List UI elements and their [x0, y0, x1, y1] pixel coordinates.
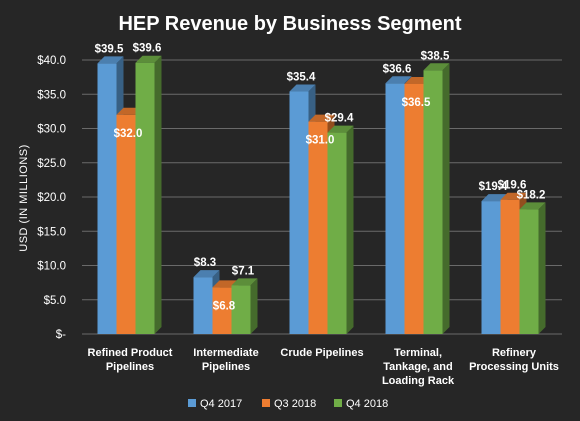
x-category-label: Pipelines	[106, 361, 154, 373]
y-tick-label: $35.0	[37, 89, 66, 101]
data-label: $19.6	[498, 180, 527, 192]
data-label: $6.8	[213, 300, 236, 312]
x-category-label: Crude Pipelines	[280, 347, 363, 359]
bar-q4-2018	[135, 55, 162, 335]
legend-swatch	[262, 399, 270, 407]
y-tick-label: $-	[56, 329, 66, 341]
data-label: $32.0	[114, 128, 143, 140]
bar-top	[519, 202, 546, 210]
bar-top	[423, 63, 450, 71]
data-label: $29.4	[325, 113, 354, 125]
bar-top	[289, 84, 316, 92]
x-category-label: Intermediate	[193, 347, 258, 359]
x-category-label: Refined Product	[88, 347, 173, 359]
x-axis-categories: Refined Product Pipelines Intermediate Pipe…	[88, 347, 559, 387]
x-category-label: Tankage, and	[383, 361, 452, 373]
y-tick-label: $20.0	[37, 192, 66, 204]
bar-front	[500, 199, 520, 334]
bar-front	[116, 114, 136, 334]
bar-q4-2018	[519, 202, 546, 334]
legend-swatch	[188, 399, 196, 407]
bar-front	[212, 287, 232, 334]
legend-label: Q3 2018	[274, 398, 316, 410]
data-label: $39.6	[133, 43, 162, 55]
data-label: $38.5	[421, 50, 450, 62]
data-label: $36.5	[402, 97, 431, 109]
data-label: $8.3	[194, 257, 216, 269]
bars	[97, 55, 546, 335]
data-label: $31.0	[306, 135, 335, 147]
bar-front	[231, 285, 251, 334]
bar-side	[346, 125, 354, 334]
bar-top	[385, 76, 412, 84]
data-label: $36.6	[383, 63, 412, 75]
bar-front	[423, 70, 443, 335]
y-tick-label: $10.0	[37, 261, 66, 273]
bar-q4-2018	[231, 278, 258, 334]
bar-top	[500, 192, 527, 200]
legend: Q4 2017 Q3 2018 Q4 2018	[188, 398, 388, 410]
bar-q4-2018	[423, 63, 450, 335]
y-tick-label: $25.0	[37, 158, 66, 170]
bar-front	[135, 62, 155, 335]
data-label: $35.4	[287, 72, 316, 84]
y-tick-label: $15.0	[37, 226, 66, 238]
bar-front	[97, 63, 117, 335]
bar-front	[385, 83, 405, 334]
data-label: $39.5	[95, 43, 124, 55]
bar-side	[442, 63, 450, 335]
y-axis-label: USD (IN MILLIONS)	[18, 144, 30, 252]
y-tick-label: $40.0	[37, 55, 66, 67]
legend-item: Q3 2018	[262, 398, 316, 410]
data-label: $19.4	[479, 181, 508, 193]
bar-q4-2018	[327, 125, 354, 334]
legend-item: Q4 2017	[188, 398, 242, 410]
legend-swatch	[334, 399, 342, 407]
bar-front	[289, 91, 309, 334]
legend-label: Q4 2017	[200, 398, 242, 410]
x-category-label: Pipelines	[202, 361, 250, 373]
data-label: $7.1	[232, 265, 255, 277]
bar-top	[135, 55, 162, 63]
bar-front	[193, 277, 213, 334]
legend-label: Q4 2018	[346, 398, 388, 410]
bar-front	[404, 83, 424, 334]
data-label: $18.2	[517, 189, 546, 201]
y-axis-ticks: $- $5.0 $10.0 $15.0 $20.0 $25.0 $30.0 $35.0 $40.…	[37, 55, 66, 341]
bar-front	[481, 201, 501, 334]
bar-side	[250, 278, 258, 334]
bar-top	[97, 56, 124, 64]
bar-front	[519, 209, 539, 334]
x-category-label: Processing Units	[469, 361, 559, 373]
x-category-label: Loading Rack	[382, 375, 455, 387]
bar-front	[308, 121, 328, 335]
bar-side	[154, 55, 162, 335]
bar-front	[327, 132, 347, 334]
y-tick-label: $30.0	[37, 124, 66, 136]
bar-top	[193, 270, 220, 278]
x-category-label: Refinery	[492, 347, 537, 359]
bar-top	[308, 114, 335, 122]
x-category-label: Terminal,	[394, 347, 442, 359]
bar-top	[327, 125, 354, 133]
data-labels: $39.5 $32.0 $39.6 $8.3 $6.8 $7.1 $35.4 $31.0 $29…	[95, 43, 546, 313]
y-tick-label: $5.0	[44, 295, 66, 307]
bar-top	[231, 278, 258, 286]
bar-side	[538, 202, 546, 334]
legend-item: Q4 2018	[334, 398, 388, 410]
chart-title: HEP Revenue by Business Segment	[118, 13, 461, 35]
